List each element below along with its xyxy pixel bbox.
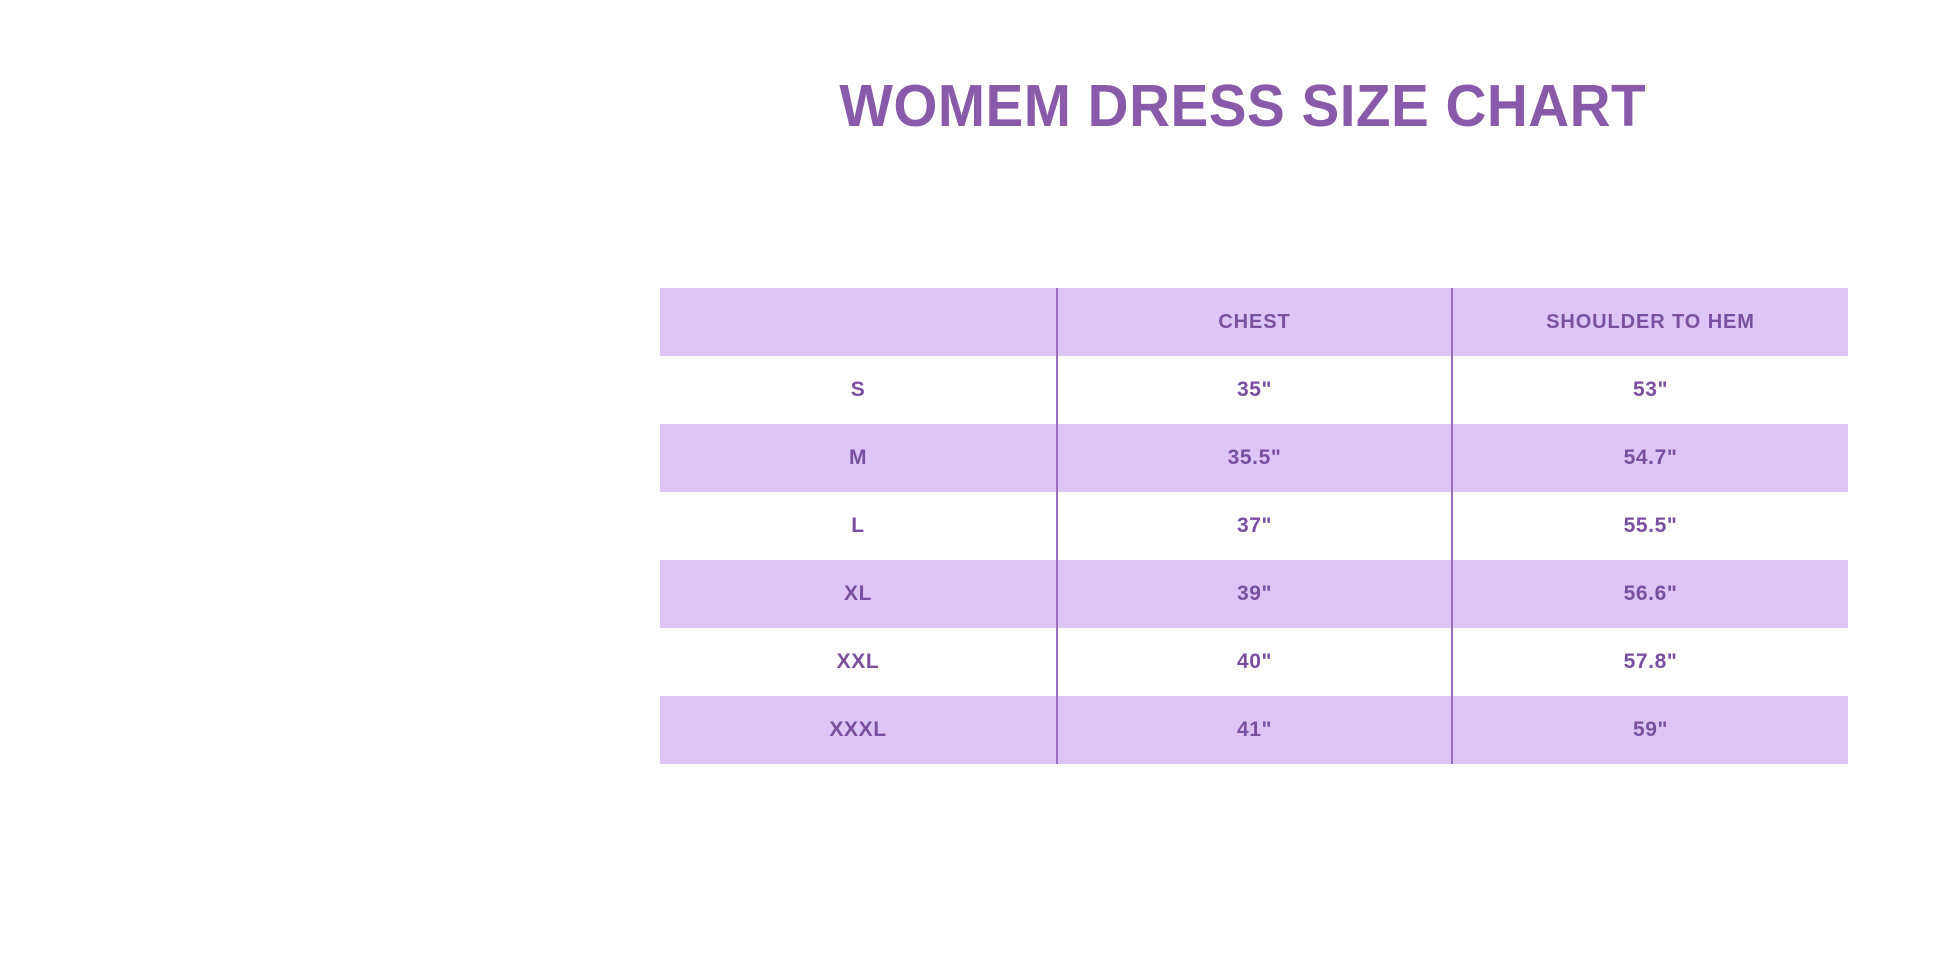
cell-shoulder-to-hem: 55.5" xyxy=(1451,492,1848,560)
table-row: L 37" 55.5" xyxy=(660,492,1848,560)
page-title: WOMEM DRESS SIZE CHART xyxy=(839,73,1647,139)
cell-chest: 35" xyxy=(1056,356,1452,424)
cell-size: S xyxy=(660,356,1057,424)
table-row: XXL 40" 57.8" xyxy=(660,628,1848,696)
cell-shoulder-to-hem: 59" xyxy=(1451,696,1848,764)
table-header: CHEST SHOULDER TO HEM xyxy=(660,288,1848,356)
table-header-row: CHEST SHOULDER TO HEM xyxy=(660,288,1848,356)
cell-chest: 40" xyxy=(1056,628,1452,696)
cell-size: M xyxy=(660,424,1057,492)
table-row: XL 39" 56.6" xyxy=(660,560,1848,628)
column-header-chest: CHEST xyxy=(1056,288,1452,356)
cell-shoulder-to-hem: 54.7" xyxy=(1451,424,1848,492)
table-row: XXXL 41" 59" xyxy=(660,696,1848,764)
cell-chest: 41" xyxy=(1056,696,1452,764)
column-header-size xyxy=(660,288,1057,356)
table-row: S 35" 53" xyxy=(660,356,1848,424)
cell-size: XXL xyxy=(660,628,1057,696)
cell-shoulder-to-hem: 53" xyxy=(1451,356,1848,424)
cell-shoulder-to-hem: 56.6" xyxy=(1451,560,1848,628)
cell-shoulder-to-hem: 57.8" xyxy=(1451,628,1848,696)
cell-chest: 39" xyxy=(1056,560,1452,628)
table-row: M 35.5" 54.7" xyxy=(660,424,1848,492)
cell-chest: 37" xyxy=(1056,492,1452,560)
size-chart-table: CHEST SHOULDER TO HEM S 35" 53" M 35.5" … xyxy=(660,288,1848,764)
cell-size: XL xyxy=(660,560,1057,628)
column-header-shoulder-to-hem: SHOULDER TO HEM xyxy=(1451,288,1848,356)
size-chart-table-wrapper: CHEST SHOULDER TO HEM S 35" 53" M 35.5" … xyxy=(660,288,1848,764)
cell-size: L xyxy=(660,492,1057,560)
table-body: S 35" 53" M 35.5" 54.7" L 37" 55.5" XL 3… xyxy=(660,356,1848,764)
cell-chest: 35.5" xyxy=(1056,424,1452,492)
cell-size: XXXL xyxy=(660,696,1057,764)
